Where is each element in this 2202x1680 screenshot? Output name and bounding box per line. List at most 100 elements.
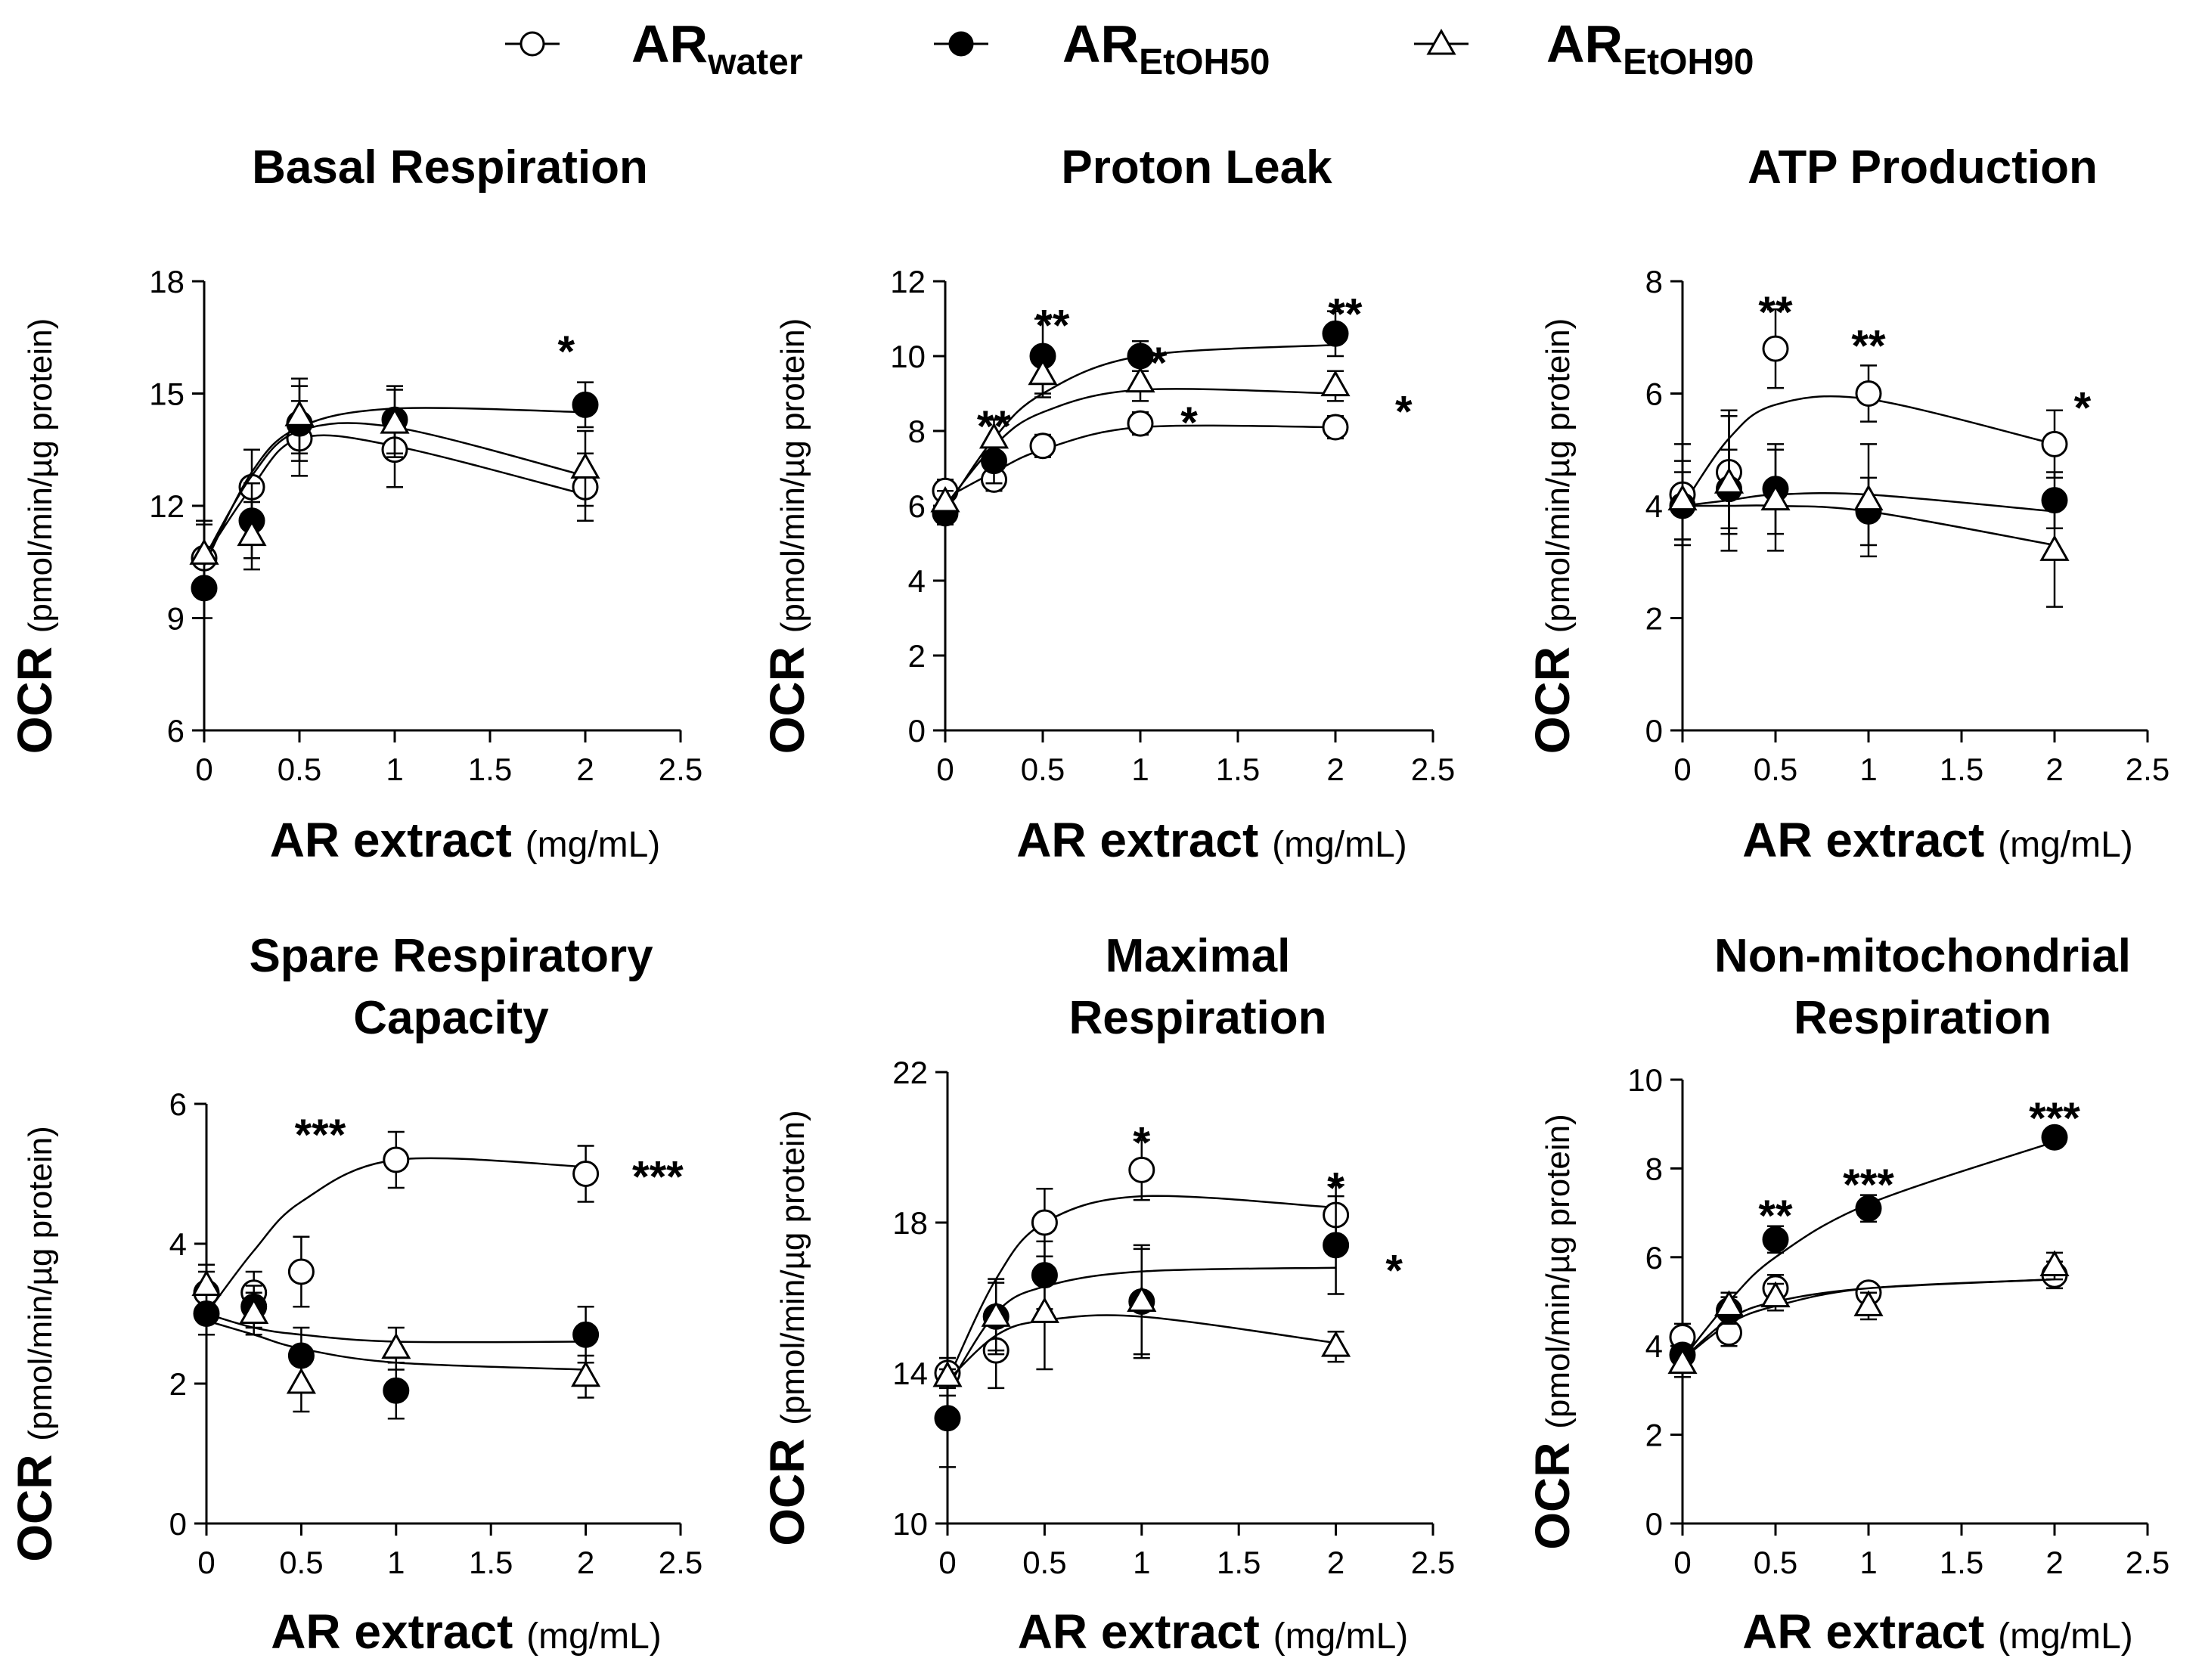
data-point-aretoh90 bbox=[1320, 370, 1351, 397]
x-tick-label: 0.5 bbox=[1754, 1545, 1797, 1580]
y-tick-label: 14 bbox=[892, 1356, 928, 1391]
significance-annotation: ** bbox=[977, 402, 1012, 451]
x-tick-label: 2 bbox=[577, 1545, 594, 1580]
data-point-aretoh50 bbox=[1322, 320, 1349, 347]
y-tick-label: 10 bbox=[1627, 1062, 1663, 1098]
data-point-aretoh90 bbox=[930, 486, 960, 513]
x-tick-label: 1.5 bbox=[1940, 752, 1983, 787]
data-point-arwater bbox=[1029, 432, 1056, 460]
significance-annotation: * bbox=[1385, 1247, 1403, 1296]
y-axis-label: OCR (pmol/min/µg protein) bbox=[760, 1110, 814, 1546]
x-tick-label: 2 bbox=[576, 752, 594, 787]
data-point-aretoh90 bbox=[2039, 1250, 2070, 1277]
data-point-aretoh90 bbox=[1667, 1347, 1698, 1375]
series-aretoh90 bbox=[191, 1263, 601, 1413]
significance-annotation: *** bbox=[1843, 1161, 1894, 1210]
data-point-aretoh90 bbox=[237, 519, 267, 547]
y-tick-label: 0 bbox=[169, 1506, 187, 1542]
fit-curve-aretoh90 bbox=[944, 388, 1336, 507]
panel-title: Non-mitochondrial bbox=[1714, 930, 2131, 982]
y-tick-label: 2 bbox=[908, 638, 926, 674]
x-tick-label: 0.5 bbox=[1754, 752, 1797, 787]
y-tick-label: 12 bbox=[149, 488, 185, 524]
series-aretoh90 bbox=[1667, 1250, 2070, 1378]
panel-title: Proton Leak bbox=[1061, 141, 1332, 194]
panel-maximal-respiration: Maximal Respiration 10 14 18 22 0 0.5 1 1.5 2 2.5AR… bbox=[760, 930, 1455, 1659]
data-point-aretoh90 bbox=[1125, 366, 1155, 393]
panel-proton-leak: Proton Leak 0 2 4 6 8 10 12 0 0.5 1 1.5 2 2.5AR extra… bbox=[760, 141, 1455, 867]
y-tick-label: 2 bbox=[1645, 1418, 1663, 1453]
data-point-aretoh90 bbox=[1853, 1290, 1884, 1316]
data-point-arwater bbox=[572, 1161, 600, 1187]
x-tick-label: 0.5 bbox=[1022, 1545, 1066, 1580]
series-aretoh90 bbox=[932, 1248, 1351, 1397]
fit-curve-aretoh90 bbox=[206, 1313, 586, 1344]
fit-curve-aretoh50 bbox=[946, 1266, 1336, 1389]
panel-basal-respiration: Basal Respiration 6 9 12 15 18 0 0.5 1 1.5 2 2.5 AR … bbox=[8, 141, 702, 867]
fit-curve-aretoh90 bbox=[1682, 1278, 2055, 1360]
legend-marker-open-circle bbox=[519, 31, 545, 57]
y-axis-label: OCR (pmol/min/µg protein) bbox=[8, 1126, 62, 1562]
fit-curve-arwater bbox=[206, 1157, 586, 1315]
data-point-aretoh90 bbox=[1853, 484, 1884, 511]
data-point-aretoh90 bbox=[571, 1360, 601, 1387]
data-point-aretoh90 bbox=[1714, 467, 1745, 494]
significance-annotation: * bbox=[558, 327, 575, 377]
data-point-aretoh90 bbox=[1760, 1281, 1791, 1308]
panel-title: Maximal bbox=[1106, 930, 1291, 982]
x-tick-label: 1 bbox=[1859, 1545, 1877, 1580]
panel-spare-respiratory-capacity: Spare Respiratory Capacity 0 2 4 6 0 0.5 1 1.5 2 2.… bbox=[8, 930, 702, 1659]
significance-annotation: * bbox=[2074, 383, 2092, 432]
x-tick-label: 1 bbox=[1131, 752, 1149, 787]
y-axis-label: OCR (pmol/min/µg protein) bbox=[1525, 1114, 1580, 1550]
significance-annotation: ** bbox=[1035, 301, 1070, 350]
y-tick-label: 6 bbox=[908, 488, 926, 524]
data-point-arwater bbox=[1128, 1156, 1155, 1183]
x-tick-label: 0 bbox=[1673, 752, 1691, 787]
significance-annotation: * bbox=[1180, 398, 1198, 448]
data-point-aretoh90 bbox=[1029, 1297, 1059, 1323]
y-tick-label: 8 bbox=[1645, 264, 1663, 299]
panel-non-mitochondrial-respiration: Non-mitochondrial Respiration 0 2 4 6 8 10 0 0.5 1… bbox=[1525, 930, 2169, 1659]
x-tick-label: 1 bbox=[387, 1545, 405, 1580]
y-tick-label: 4 bbox=[908, 563, 926, 599]
y-tick-label: 12 bbox=[890, 264, 926, 299]
x-tick-label: 0 bbox=[195, 752, 212, 787]
panel-title: Capacity bbox=[353, 992, 549, 1044]
data-point-aretoh50 bbox=[934, 1405, 961, 1432]
y-tick-label: 4 bbox=[1645, 1328, 1663, 1364]
x-tick-label: 0.5 bbox=[279, 1545, 323, 1580]
series-aretoh90 bbox=[1667, 414, 2070, 608]
significance-annotation: * bbox=[1327, 1164, 1344, 1213]
x-tick-label: 1.5 bbox=[1216, 752, 1260, 787]
significance-annotation: * bbox=[1395, 387, 1413, 436]
data-point-aretoh90 bbox=[932, 1360, 963, 1387]
y-tick-label: 2 bbox=[169, 1366, 187, 1402]
fit-curve-arwater bbox=[1681, 395, 2055, 507]
x-tick-label: 2 bbox=[1327, 1545, 1344, 1580]
x-axis-label: AR extract (mg/mL) bbox=[271, 1604, 662, 1659]
data-point-aretoh90 bbox=[1028, 358, 1058, 386]
x-tick-label: 0.5 bbox=[1021, 752, 1065, 787]
data-point-aretoh50 bbox=[1762, 1226, 1789, 1253]
legend-item-water: ARwater bbox=[505, 14, 803, 82]
data-point-aretoh90 bbox=[1714, 1290, 1745, 1316]
data-point-aretoh90 bbox=[2039, 535, 2070, 561]
significance-annotation: * bbox=[1134, 1119, 1151, 1168]
fit-curve-aretoh90 bbox=[947, 1314, 1336, 1381]
y-axis-label: OCR (pmol/min/µg protein) bbox=[8, 318, 62, 755]
y-axis-label: OCR (pmol/min/µg protein) bbox=[1525, 318, 1580, 755]
panel-title: ATP Production bbox=[1748, 141, 2098, 194]
data-point-arwater bbox=[2041, 430, 2068, 457]
data-point-aretoh90 bbox=[1321, 1331, 1351, 1357]
x-tick-label: 2.5 bbox=[659, 1545, 702, 1580]
y-tick-label: 8 bbox=[1645, 1151, 1663, 1186]
fit-curve-aretoh90 bbox=[1683, 504, 2055, 547]
series-aretoh90 bbox=[189, 377, 600, 590]
y-tick-label: 6 bbox=[167, 713, 185, 749]
data-point-aretoh50 bbox=[572, 1321, 600, 1348]
fit-curve-aretoh90 bbox=[203, 422, 586, 559]
data-point-arwater bbox=[287, 1258, 315, 1285]
data-point-aretoh90 bbox=[284, 400, 315, 426]
data-point-aretoh50 bbox=[2041, 1124, 2068, 1151]
